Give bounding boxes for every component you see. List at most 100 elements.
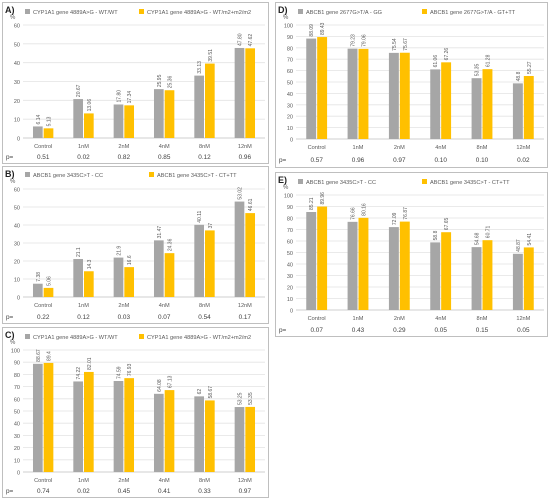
legend-swatch (25, 172, 30, 177)
panel-letter-a: A) (5, 5, 15, 15)
bar-c-s2-1 (84, 371, 94, 472)
y-tick-label: 70 (287, 228, 293, 234)
y-tick-label: 50 (14, 42, 20, 48)
p-value: 0.82 (118, 154, 131, 161)
p-value: 0.17 (239, 314, 252, 321)
legend-label: ABCB1 gene 3435C>T - CC (306, 180, 376, 186)
bar-b-s1-4 (194, 224, 204, 297)
y-tick-label: 80 (14, 373, 20, 379)
data-label: 64.08 (157, 379, 163, 392)
bar-c-s1-1 (73, 381, 83, 472)
bar-c-s1-0 (32, 363, 43, 472)
p-value: 0.33 (198, 488, 211, 495)
p-value: 0.57 (310, 157, 323, 164)
y-tick-label: 0 (17, 471, 20, 477)
bar-b-s2-5 (245, 213, 256, 297)
y-tick-label: 90 (287, 205, 293, 211)
chart-panel-a: A) 0 10 20 30 40 50 60% CYP1A1 gene 4889A>G - W… (2, 2, 269, 164)
data-label: 54.41 (527, 233, 533, 246)
p-value: 0.41 (158, 488, 171, 495)
x-tick-label: 2nM (118, 303, 129, 309)
data-label: 58.8 (433, 230, 439, 240)
p-label: p= (6, 314, 14, 321)
chart-panel-c: C) 0 10 20 30 40 50 60 70 80 90 100% CYP1A1 gene 48… (2, 327, 269, 498)
y-tick-label: 0 (290, 138, 293, 144)
bar-b-s2-2 (124, 267, 135, 297)
legend-swatch (422, 179, 427, 184)
data-label: 53.35 (248, 392, 254, 405)
data-label: 89.96 (320, 192, 326, 205)
data-label: 79.23 (351, 34, 357, 47)
p-value: 0.85 (158, 154, 171, 161)
y-tick-label: 80 (287, 217, 293, 223)
x-tick-label: 12nM (516, 145, 530, 151)
data-label: 25.36 (168, 76, 174, 89)
p-value: 0.43 (352, 327, 365, 334)
p-value: 0.97 (239, 488, 252, 495)
data-label: 89.43 (320, 22, 326, 35)
x-tick-label: 4nM (435, 316, 446, 322)
data-label: 16.6 (127, 255, 133, 265)
bar-a-s1-4 (194, 75, 204, 138)
data-label: 17.80 (116, 90, 122, 103)
y-axis-label: % (283, 15, 289, 21)
y-tick-label: 20 (14, 99, 20, 105)
y-tick-label: 60 (14, 188, 20, 194)
data-label: 67.65 (444, 217, 450, 230)
data-label: 21.9 (116, 246, 122, 256)
bar-c-s2-3 (164, 390, 175, 472)
bar-b-s1-2 (113, 257, 124, 297)
x-tick-label: 1nM (78, 144, 89, 150)
p-value: 0.74 (37, 488, 50, 495)
data-label: 7.38 (36, 272, 42, 282)
p-value: 0.02 (517, 157, 530, 164)
bar-a-s1-1 (73, 99, 83, 138)
x-tick-label: 8nM (199, 303, 210, 309)
y-tick-label: 20 (14, 260, 20, 266)
legend-swatch (25, 9, 30, 14)
data-label: 55.27 (527, 61, 533, 74)
data-label: 75.54 (392, 38, 398, 51)
data-label: 79.06 (361, 34, 367, 47)
chart-b: 0 10 20 30 40 50 60% ABCB1 gene 3435C>T - CC ABC… (6, 172, 265, 321)
bar-c-s2-2 (124, 378, 135, 472)
data-label: 39.51 (208, 49, 214, 62)
p-value: 0.10 (476, 157, 489, 164)
data-label: 76.66 (351, 207, 357, 220)
panel-letter-d: D) (278, 5, 288, 15)
data-label: 67.13 (168, 375, 174, 388)
data-label: 74.59 (116, 366, 122, 379)
p-value: 0.02 (77, 154, 90, 161)
p-label: p= (6, 154, 14, 161)
y-tick-label: 30 (14, 242, 20, 248)
data-label: 74.22 (76, 367, 82, 380)
p-label: p= (6, 488, 14, 495)
p-value: 0.96 (239, 154, 252, 161)
data-label: 60.71 (485, 225, 491, 238)
bar-a-s1-0 (32, 126, 43, 138)
chart-panel-b: B) 0 10 20 30 40 50 60% ABCB1 gene 3435C>T - CC… (2, 166, 269, 324)
y-tick-label: 0 (17, 137, 20, 143)
bar-e-s2-3 (441, 232, 452, 310)
bar-a-s2-1 (84, 113, 94, 138)
x-tick-label: 2nM (118, 478, 129, 484)
bar-a-s1-3 (153, 89, 164, 138)
data-label: 13.06 (87, 99, 93, 112)
y-tick-label: 50 (14, 410, 20, 416)
x-tick-label: 8nM (199, 144, 210, 150)
panel-letter-e: E) (278, 175, 287, 185)
bar-b-s1-5 (234, 201, 245, 297)
y-tick-label: 60 (287, 69, 293, 75)
y-axis-label: % (10, 15, 16, 21)
data-label: 80.16 (361, 203, 367, 216)
data-label: 62 (197, 389, 203, 395)
x-tick-label: 12nM (516, 316, 530, 322)
bar-e-s2-2 (399, 221, 410, 310)
bar-a-s2-3 (164, 90, 175, 138)
p-value: 0.12 (77, 314, 90, 321)
bar-e-s1-3 (430, 242, 441, 310)
y-tick-label: 40 (287, 263, 293, 269)
bar-a-s2-0 (43, 128, 54, 138)
bar-c-s1-2 (113, 381, 124, 472)
data-label: 53.35 (475, 63, 481, 76)
